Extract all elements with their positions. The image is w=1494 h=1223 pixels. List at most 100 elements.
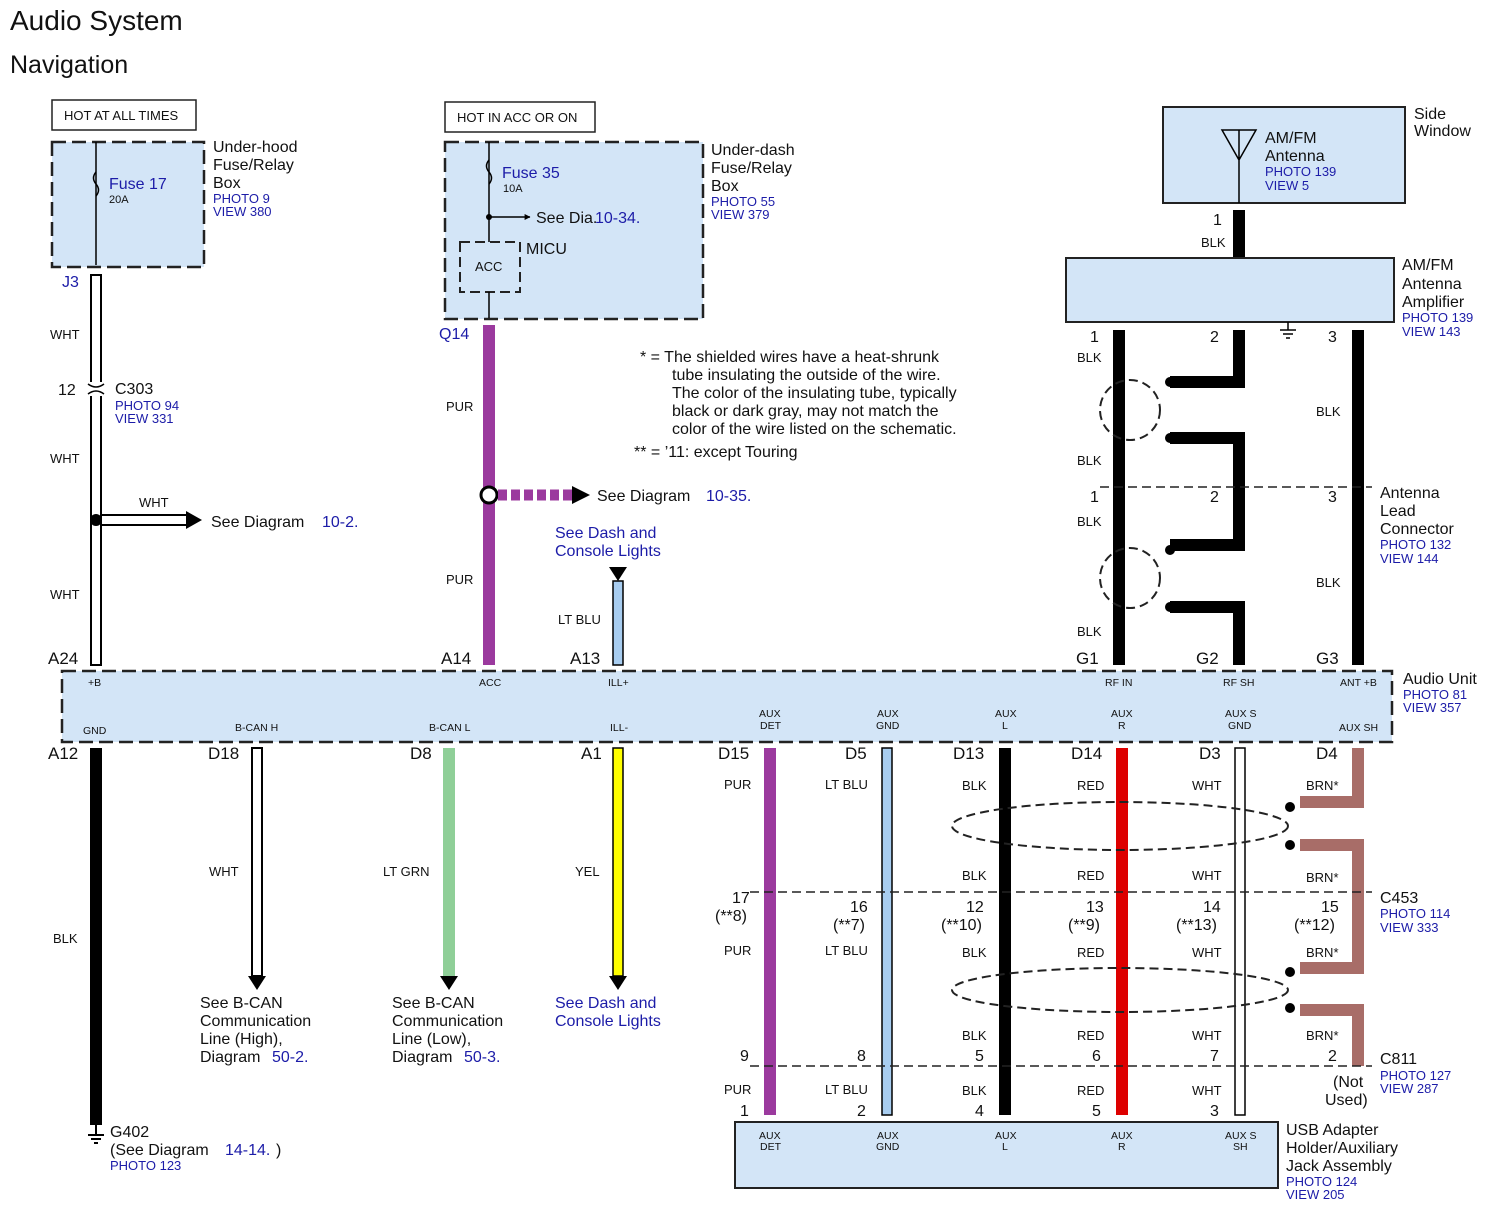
label: The color of the insulating tube, typica… [672,385,957,402]
label: 5 [1092,1103,1101,1120]
label: GND [1228,720,1252,732]
label: G402 [110,1124,149,1141]
label: PHOTO 139 [1402,310,1473,325]
underdash-fuse-box: HOT IN ACC OR ON See Dia. 10-34. Fuse 35… [439,101,795,343]
label: PUR [446,572,473,587]
label: 14 [1203,899,1221,916]
label: 3 [1328,329,1337,346]
c453-connector: 17 16 12 13 14 15 (**8) (**7) (**10) (**… [715,890,1450,935]
label: VIEW 144 [1380,551,1439,566]
label: PHOTO 94 [115,398,179,413]
label: AUX SH [1339,722,1378,734]
label: J3 [62,274,79,291]
am-fm-antenna-amplifier: AM/FM Antenna Amplifier PHOTO 139 VIEW 1… [1065,257,1473,346]
label: See B-CAN [200,995,283,1012]
label: A1 [581,744,602,763]
label: RED [1077,868,1104,883]
label: 9 [740,1048,749,1065]
label: PHOTO 9 [213,191,270,206]
usb-adapter-assembly: 1 2 4 5 3 AUX DET AUX GND AUX L AUX R AU… [734,1103,1398,1202]
label: RED [1077,945,1104,960]
label: LT GRN [383,864,429,879]
label: Antenna [1265,148,1325,165]
label: 13 [1086,899,1104,916]
label: A13 [570,649,600,668]
label: 10A [503,183,523,195]
label: 3 [1328,489,1337,506]
label: Window [1414,123,1471,140]
label: AUX [1111,708,1133,720]
label: 10-34. [595,210,640,227]
label: AM/FM [1402,257,1454,274]
label: VIEW 357 [1403,700,1462,715]
label: GND [83,725,107,737]
label: PHOTO 123 [110,1158,181,1173]
label: Console Lights [555,543,661,560]
label: BLK [1077,514,1102,529]
label: WHT [50,327,80,342]
label: BLK [1201,235,1226,250]
label: PHOTO 132 [1380,537,1451,552]
label: G1 [1076,649,1099,668]
label: AUX [995,708,1017,720]
label: B-CAN H [235,722,278,734]
label: L [1002,720,1008,732]
underhood-fuse-box: HOT AT ALL TIMES Fuse 17 20A Under-hood … [50,99,298,291]
label: Fuse/Relay [711,160,792,177]
label: 12 [58,382,76,399]
antenna-icon [1220,129,1258,203]
label: See Dash and [555,525,656,542]
label: WHT [50,587,80,602]
label: Fuse 17 [109,176,167,193]
label: B-CAN L [429,722,471,734]
label: (**13) [1176,917,1217,934]
label: 17 [732,890,750,907]
label: Audio Unit [1403,671,1477,688]
label: VIEW 143 [1402,324,1461,339]
label: 50-2. [272,1049,308,1066]
ground-icon [88,1125,104,1144]
label: AUX S [1225,708,1257,720]
label: BLK [1077,350,1102,365]
label: DET [760,720,782,732]
label: WHT [50,451,80,466]
antenna-rf-wires: BLK BLK BLK BLK BLK BLK 1 2 3 Antenna Le… [1077,330,1454,665]
label: G3 [1316,649,1339,668]
label: Antenna [1402,276,1462,293]
label: AUX [877,1130,899,1142]
label: BRN* [1306,778,1339,793]
label: 1 [1213,212,1222,229]
label: AUX [759,1130,781,1142]
label: ACC [475,259,502,274]
label: VIEW 333 [1380,920,1439,935]
label: Under-hood [213,139,298,156]
label: LT BLU [825,777,868,792]
label: AUX [759,708,781,720]
label: WHT [1192,945,1222,960]
label: BLK [1077,453,1102,468]
label: PUR [446,399,473,414]
label: Jack Assembly [1286,1158,1392,1175]
label: Communication [200,1013,311,1030]
label: BRN* [1306,945,1339,960]
label: Amplifier [1402,294,1465,311]
notes: * = The shielded wires have a heat-shrun… [634,349,957,461]
label: A14 [441,649,471,668]
label: HOT IN ACC OR ON [457,110,577,125]
label: A12 [48,744,78,763]
label: D3 [1199,744,1221,763]
label: BLK [1077,624,1102,639]
blk-ground-wire: BLK G402 (See Diagram 14-14. ) PHOTO 123 [53,748,281,1173]
label: See Dash and [555,995,656,1012]
label: (Not [1333,1074,1364,1091]
label: ANT +B [1340,677,1377,689]
label: AUX [995,1130,1017,1142]
label: black or dark gray, may not match the [672,403,939,420]
label: USB Adapter [1286,1122,1379,1139]
label: VIEW 5 [1265,178,1309,193]
label: (**7) [833,917,865,934]
label: ACC [479,677,502,689]
label: Line (Low), [392,1031,471,1048]
label: Diagram [392,1049,452,1066]
